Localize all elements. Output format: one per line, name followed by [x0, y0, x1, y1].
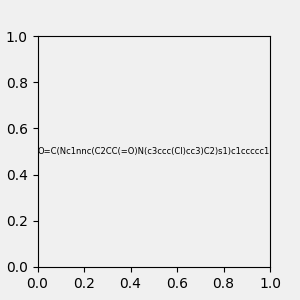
Text: O=C(Nc1nnc(C2CC(=O)N(c3ccc(Cl)cc3)C2)s1)c1ccccc1: O=C(Nc1nnc(C2CC(=O)N(c3ccc(Cl)cc3)C2)s1)… — [38, 147, 270, 156]
